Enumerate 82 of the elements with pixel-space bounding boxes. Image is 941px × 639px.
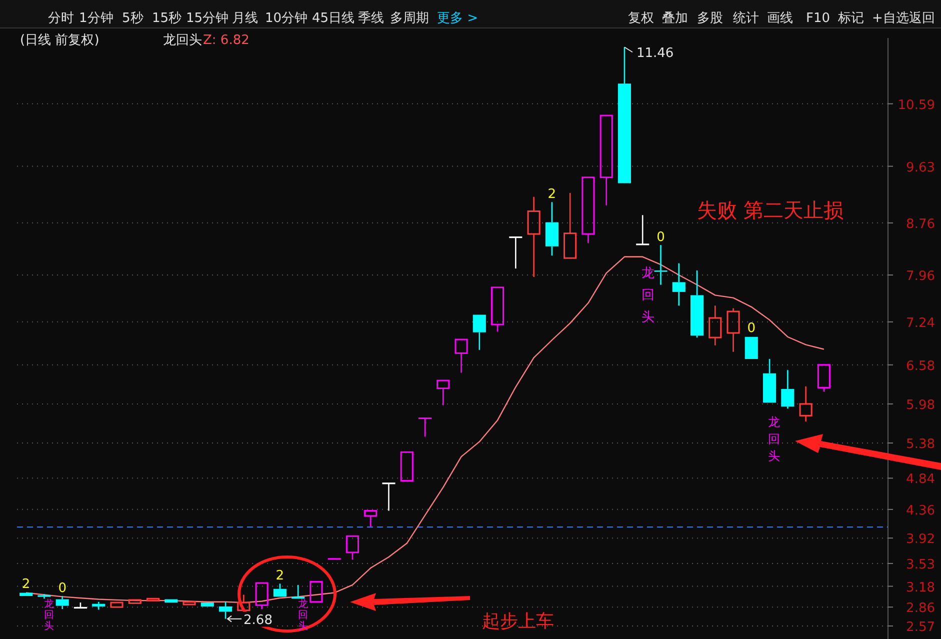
candlestick (92, 601, 106, 610)
annotation: 起步上车 (482, 611, 554, 632)
text: F10 (806, 11, 830, 26)
candlestick (708, 304, 722, 346)
text: 1分钟 (79, 11, 114, 26)
text: +自选 (872, 11, 909, 26)
y-tick-label: 9.63 (906, 160, 935, 176)
y-tick-label: 3.53 (906, 557, 935, 572)
text: 10分钟 (265, 11, 308, 26)
candlestick (200, 602, 214, 606)
candlestick (110, 602, 124, 608)
text: 15分钟 (186, 11, 229, 26)
annotation: (日线 前复权) (20, 33, 100, 48)
text: 多周期 (390, 11, 429, 26)
candlestick (454, 338, 468, 374)
candlestick (799, 386, 812, 422)
annotation: 2 (548, 187, 556, 202)
candlestick (545, 201, 558, 256)
candlestick (654, 244, 668, 286)
y-tick-label: 8.76 (906, 216, 935, 232)
text: 统计 (733, 11, 759, 26)
candlestick (56, 595, 69, 610)
annotation: 龙回头 (768, 415, 780, 463)
text: 45日线 (312, 11, 355, 26)
annotation: 龙回头 (642, 266, 654, 325)
candlestick (20, 592, 33, 596)
annotation: 失败 第二天止损 (697, 198, 844, 222)
y-tick-label: 7.24 (906, 316, 935, 331)
text: 返回 (909, 11, 935, 26)
text: 更多 > (437, 11, 478, 26)
candlestick (672, 262, 686, 306)
text: 画线 (767, 11, 793, 26)
annotation: 0 (747, 321, 756, 336)
y-tick-label: 6.58 (906, 358, 935, 374)
candlestick (382, 482, 396, 512)
text: 15秒 (152, 11, 182, 26)
y-tick-label: 4.36 (906, 503, 935, 518)
y-tick-label: 10.59 (898, 98, 935, 113)
text: 多股 (697, 11, 723, 26)
annotation: 0 (58, 581, 66, 596)
y-tick-label: 2.86 (906, 601, 935, 616)
candlestick (364, 510, 378, 528)
candlestick (582, 176, 595, 244)
annotation: 龙回头 (44, 598, 54, 632)
candlestick (636, 214, 650, 246)
candlestick (128, 599, 142, 604)
annotation: 2 (276, 568, 284, 584)
text: 标记 (837, 11, 864, 26)
candlestick (255, 582, 268, 610)
candlestick (763, 358, 776, 403)
candlestick (310, 580, 323, 603)
candlestick (472, 314, 486, 351)
y-tick-label: 3.92 (906, 532, 935, 548)
annotation: Z: 6.82 (203, 33, 250, 48)
text: 叠加 (662, 11, 688, 26)
y-tick-label: 3.18 (906, 580, 935, 596)
candlestick (600, 114, 613, 206)
annotation: 2 (22, 577, 30, 592)
candlestick (744, 336, 758, 360)
annotation: 2.68 (244, 612, 272, 628)
candlestick (182, 601, 196, 606)
text: 5秒 (122, 11, 144, 26)
candlestick (146, 598, 160, 602)
candlestick (418, 417, 432, 438)
text: 季线 (358, 11, 384, 26)
text: 复权 (628, 11, 654, 26)
candlestick (781, 369, 794, 410)
candlestick (564, 192, 577, 259)
annotation: 龙回头 (163, 33, 202, 48)
candlestick (400, 451, 414, 482)
y-tick-label: 2.57 (906, 620, 935, 635)
y-tick-label: 5.38 (906, 437, 935, 452)
text: 分时 (48, 11, 74, 26)
annotation: 11.46 (636, 46, 674, 62)
y-tick-label: 4.84 (906, 472, 935, 488)
text: 月线 (232, 11, 258, 26)
candlestick (436, 380, 450, 406)
candlestick (527, 196, 540, 278)
y-tick-label: 5.98 (906, 398, 935, 413)
y-tick-label: 7.96 (906, 269, 935, 284)
annotation: 0 (656, 230, 665, 246)
candlestick (509, 236, 522, 270)
